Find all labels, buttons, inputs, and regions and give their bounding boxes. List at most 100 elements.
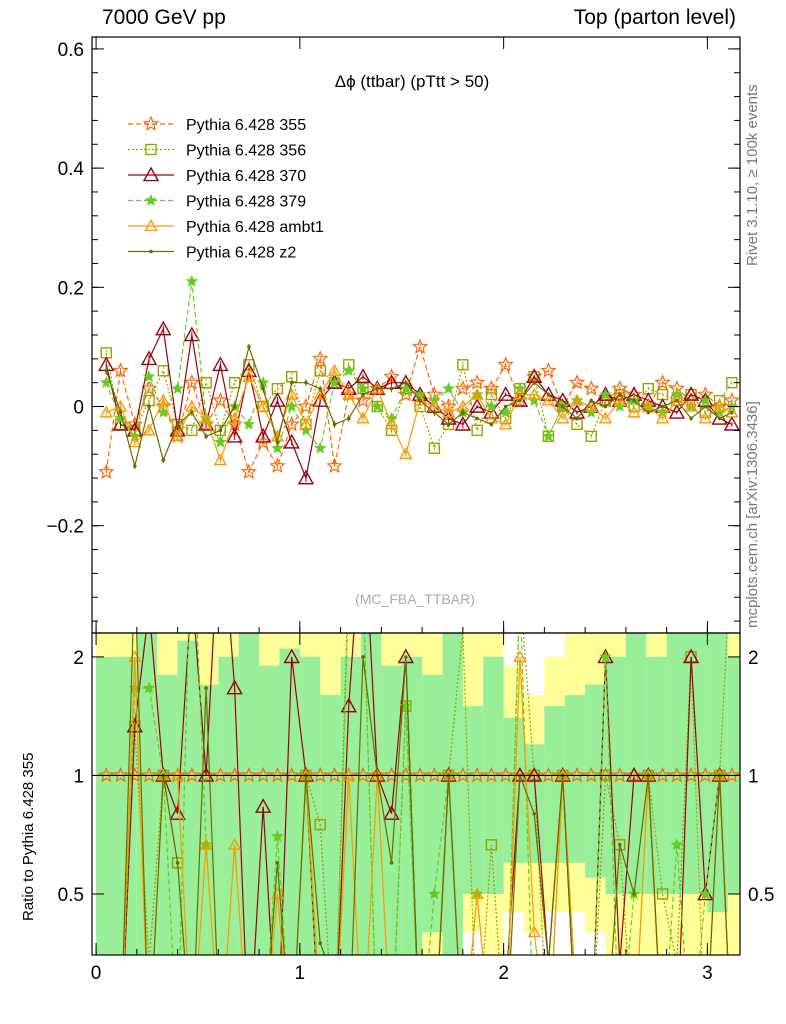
ratio-line [124, 633, 729, 955]
data-point [457, 359, 469, 371]
data-point [346, 416, 351, 421]
data-point [356, 382, 370, 394]
data-point [185, 274, 199, 287]
band-green [564, 695, 586, 863]
data-point [384, 417, 399, 430]
header-energy: 7000 GeV pp [102, 6, 226, 29]
data-point [603, 404, 608, 409]
data-point [247, 345, 251, 349]
ratio-point [142, 681, 156, 694]
band-green [279, 648, 300, 955]
ratio-point [470, 887, 484, 900]
data-point [655, 411, 670, 424]
data-point [218, 428, 223, 433]
data-point [289, 380, 294, 385]
data-point [518, 398, 522, 403]
band-green [320, 695, 341, 955]
band-green [625, 633, 647, 894]
data-point [632, 398, 636, 403]
data-point [670, 393, 684, 406]
data-point [497, 356, 514, 372]
ratio-point [632, 892, 636, 896]
legend-marker [142, 166, 160, 182]
x-tick-label: 1 [295, 963, 306, 984]
ratio-point [428, 887, 441, 900]
data-point [527, 387, 541, 400]
data-point [428, 442, 441, 454]
data-point [646, 410, 651, 415]
ratio-point [212, 766, 229, 783]
band-green [401, 656, 423, 955]
ratio-y-tick-label-right: 0.5 [748, 885, 774, 906]
data-point [332, 422, 337, 427]
data-point [283, 433, 300, 449]
ratio-point [468, 766, 486, 783]
legend-label: Pythia 6.428 355 [186, 117, 306, 134]
data-point [483, 380, 500, 396]
data-point [627, 405, 641, 418]
data-point [570, 393, 584, 406]
data-point [183, 326, 201, 342]
ratio-point [183, 766, 200, 783]
data-point [212, 391, 229, 408]
ratio-point [383, 766, 400, 783]
data-point [698, 411, 713, 424]
data-point [540, 362, 557, 378]
ratio-point [126, 766, 143, 783]
data-point [342, 364, 355, 377]
ratio-point [389, 861, 394, 865]
data-point [304, 380, 308, 385]
ratio-point [314, 818, 326, 831]
data-point [214, 435, 227, 448]
data-point [375, 386, 380, 391]
series-line [105, 344, 733, 474]
ratio-point [485, 839, 498, 851]
data-point [717, 416, 722, 421]
data-point [598, 411, 613, 424]
data-point [157, 365, 170, 377]
band-green [96, 656, 117, 955]
ratio-y-tick-label: 0.5 [58, 885, 84, 906]
x-tick-label: 2 [498, 963, 509, 984]
data-point [328, 376, 341, 388]
data-point [442, 382, 455, 394]
data-point [155, 320, 172, 336]
legend-marker [149, 249, 153, 254]
data-point [703, 404, 708, 409]
data-point [256, 399, 270, 412]
analysis-watermark: (MC_FBA_TTBAR) [355, 591, 475, 607]
data-point [560, 404, 565, 409]
band-green [422, 674, 443, 933]
ratio-point [617, 842, 622, 847]
legend-marker [144, 193, 158, 206]
data-point [613, 393, 627, 406]
data-point [411, 338, 429, 354]
data-point [299, 417, 313, 430]
ratio-point [227, 837, 242, 850]
data-point [475, 416, 479, 421]
ratio-point [723, 766, 740, 783]
data-point [589, 398, 594, 403]
data-point [271, 441, 284, 454]
data-point [213, 453, 228, 466]
data-point [461, 410, 465, 415]
band-green [157, 674, 178, 955]
ratio-point [404, 655, 408, 659]
ratio-point [656, 888, 669, 900]
data-point [730, 410, 734, 415]
ratio-point [668, 766, 685, 783]
data-point [99, 405, 113, 418]
ratio-y-tick-label-right: 1 [748, 766, 759, 787]
ratio-point [312, 766, 329, 783]
data-point [147, 404, 151, 409]
legend-marker [145, 143, 157, 156]
data-point [446, 422, 451, 427]
x-tick-label: 0 [91, 963, 102, 984]
band-green [442, 633, 463, 955]
data-point [684, 399, 698, 412]
ratio-point [269, 766, 286, 783]
data-point [228, 376, 241, 389]
ratio-point [532, 811, 536, 816]
chart-title: Δϕ (ttbar) (pTtt > 50) [335, 72, 490, 91]
data-point [485, 388, 498, 401]
